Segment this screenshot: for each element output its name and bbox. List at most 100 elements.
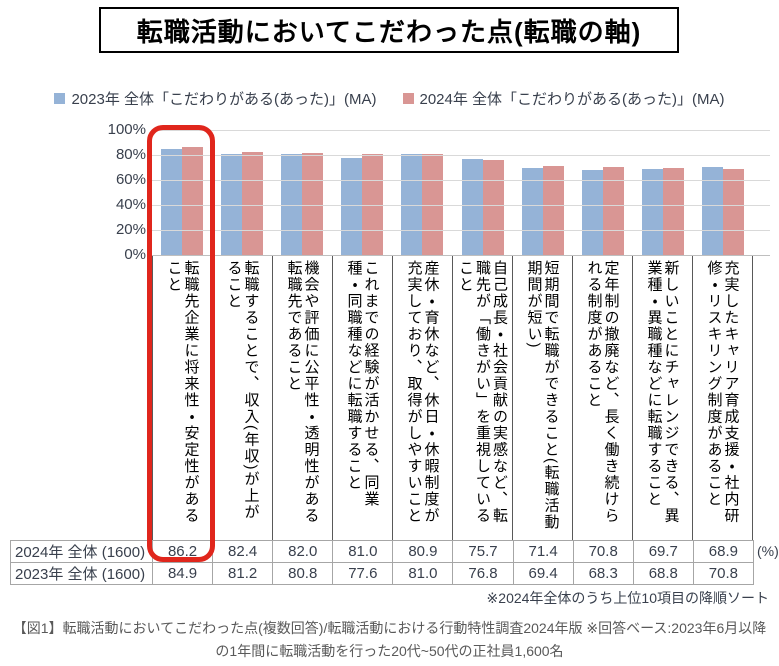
bar xyxy=(542,165,564,255)
bar xyxy=(602,166,624,255)
bars-row xyxy=(152,130,753,255)
table-value-cell: 86.2 xyxy=(153,541,214,563)
table-value-cell: 70.8 xyxy=(573,541,634,563)
table-value-cell: 81.0 xyxy=(333,541,394,563)
table-value-cell: 81.0 xyxy=(393,563,454,585)
bar-group xyxy=(693,130,753,255)
category-label: 産休・育休など、休日・休暇制度が充実しており、取得がしやすいこと xyxy=(405,260,440,524)
legend-item-2023: 2023年 全体「こだわりがある(あった)」(MA) xyxy=(54,88,377,109)
bar xyxy=(302,152,324,255)
y-tick-label: 40% xyxy=(115,196,146,213)
table-value-cell: 82.0 xyxy=(273,541,334,563)
bar xyxy=(701,166,723,255)
table-value-cell: 81.2 xyxy=(213,563,274,585)
y-tick-label: 20% xyxy=(115,221,146,238)
bar-group xyxy=(513,130,573,255)
gridline xyxy=(152,205,770,206)
category-cell: 充実したキャリア育成支援・社内研修・リスキリング制度があること xyxy=(692,256,752,540)
category-label: 充実したキャリア育成支援・社内研修・リスキリング制度があること xyxy=(705,260,740,524)
category-cell: 定年制の撤廃など、長く働き続けられる制度があること xyxy=(572,256,632,540)
y-tick-label: 60% xyxy=(115,171,146,188)
table-value-cell: 82.4 xyxy=(213,541,274,563)
chart-title-box: 転職活動においてこだわった点(転職の軸) xyxy=(99,7,679,53)
bar xyxy=(401,153,423,255)
bar-group xyxy=(392,130,452,255)
table-value-cell: 69.7 xyxy=(633,541,694,563)
category-cell: 新しいことにチャレンジできる、異業種・異職種などに転職すること xyxy=(632,256,692,540)
table-value-cell: 70.8 xyxy=(693,563,754,585)
table-value-cell: 68.9 xyxy=(693,541,754,563)
figure-caption: 【図1】転職活動においてこだわった点(複数回答)/転職活動における行動特性調査2… xyxy=(12,620,767,659)
gridline xyxy=(152,255,770,256)
legend-swatch-2023-icon xyxy=(54,93,66,104)
gridline xyxy=(152,230,770,231)
category-cell: 短期間で転職ができること(転職活動期間が短い) xyxy=(512,256,572,540)
category-label: これまでの経験が活かせる、同業種・同職種などに転職すること xyxy=(345,260,380,508)
data-table: 2024年 全体 (1600) 86.2 82.4 82.0 81.0 80.9 75.7 7… xyxy=(10,540,754,585)
category-cell: 産休・育休など、休日・休暇制度が充実しており、取得がしやすいこと xyxy=(392,256,452,540)
bar-group xyxy=(573,130,633,255)
bar xyxy=(161,148,183,255)
bar xyxy=(182,147,204,255)
y-tick-label: 100% xyxy=(107,121,146,138)
table-value-cell: 80.9 xyxy=(393,541,454,563)
bar-group xyxy=(152,130,212,255)
bar xyxy=(722,168,744,255)
table-value-cell: 68.3 xyxy=(573,563,634,585)
table-value-cell: 76.8 xyxy=(453,563,514,585)
category-cell: これまでの経験が活かせる、同業種・同職種などに転職すること xyxy=(332,256,392,540)
category-axis: 転職先企業に将来性・安定性があること 転職することで、収入(年収)が上がること 機会… xyxy=(152,256,753,540)
bar xyxy=(281,154,303,255)
bar xyxy=(242,152,264,255)
legend-label-2024: 2024年 全体「こだわりがある(あった)」(MA) xyxy=(419,91,725,108)
sort-note: ※2024年全体のうち上位10項目の降順ソート xyxy=(486,590,769,606)
category-label: 転職先企業に将来性・安定性があること xyxy=(165,260,200,524)
legend-swatch-2024-icon xyxy=(402,93,414,104)
bar xyxy=(362,153,384,255)
bar xyxy=(341,158,363,255)
table-value-cell: 80.8 xyxy=(273,563,334,585)
category-label: 転職することで、収入(年収)が上がること xyxy=(225,260,260,521)
category-label: 短期間で転職ができること(転職活動期間が短い) xyxy=(525,260,560,531)
bar-group xyxy=(212,130,272,255)
y-tick-label: 80% xyxy=(115,146,146,163)
category-cell: 自己成長・社会貢献の実感など、転職先が「働きがい」を重視していること xyxy=(452,256,512,540)
bar-group xyxy=(272,130,332,255)
bar xyxy=(521,168,543,255)
chart-title: 転職活動においてこだわった点(転職の軸) xyxy=(136,16,642,47)
legend-label-2023: 2023年 全体「こだわりがある(あった)」(MA) xyxy=(71,91,377,108)
bar xyxy=(461,159,483,255)
category-label: 定年制の撤廃など、長く働き続けられる制度があること xyxy=(585,260,620,524)
table-value-cell: 77.6 xyxy=(333,563,394,585)
category-cell: 機会や評価に公平性・透明性がある転職先であること xyxy=(272,256,332,540)
bar xyxy=(482,160,504,255)
bar xyxy=(662,167,684,255)
table-row-label: 2024年 全体 (1600) xyxy=(11,541,153,563)
bar-group xyxy=(633,130,693,255)
category-cell: 転職することで、収入(年収)が上がること xyxy=(212,256,272,540)
chart-legend: 2023年 全体「こだわりがある(あった)」(MA) 2024年 全体「こだわり… xyxy=(0,88,779,109)
category-label: 新しいことにチャレンジできる、異業種・異職種などに転職すること xyxy=(645,260,680,524)
bar xyxy=(422,153,444,255)
table-value-cell: 68.8 xyxy=(633,563,694,585)
table-unit-label: (%) xyxy=(757,543,779,559)
category-cell: 転職先企業に将来性・安定性があること xyxy=(152,256,212,540)
table-value-cell: 75.7 xyxy=(453,541,514,563)
table-row-label: 2023年 全体 (1600) xyxy=(11,563,153,585)
table-value-cell: 84.9 xyxy=(153,563,214,585)
plot-area xyxy=(152,130,753,255)
table-value-cell: 71.4 xyxy=(513,541,574,563)
y-tick-label: 0% xyxy=(124,246,146,263)
legend-item-2024: 2024年 全体「こだわりがある(あった)」(MA) xyxy=(402,88,725,109)
gridline xyxy=(152,155,770,156)
bar xyxy=(221,153,243,255)
bar xyxy=(581,169,603,255)
category-label: 機会や評価に公平性・透明性がある転職先であること xyxy=(285,260,320,524)
gridline xyxy=(152,180,770,181)
bar-group xyxy=(332,130,392,255)
bar-group xyxy=(452,130,512,255)
category-label: 自己成長・社会貢献の実感など、転職先が「働きがい」を重視していること xyxy=(457,260,508,524)
gridline xyxy=(152,130,770,131)
table-value-cell: 69.4 xyxy=(513,563,574,585)
bar xyxy=(641,169,663,255)
